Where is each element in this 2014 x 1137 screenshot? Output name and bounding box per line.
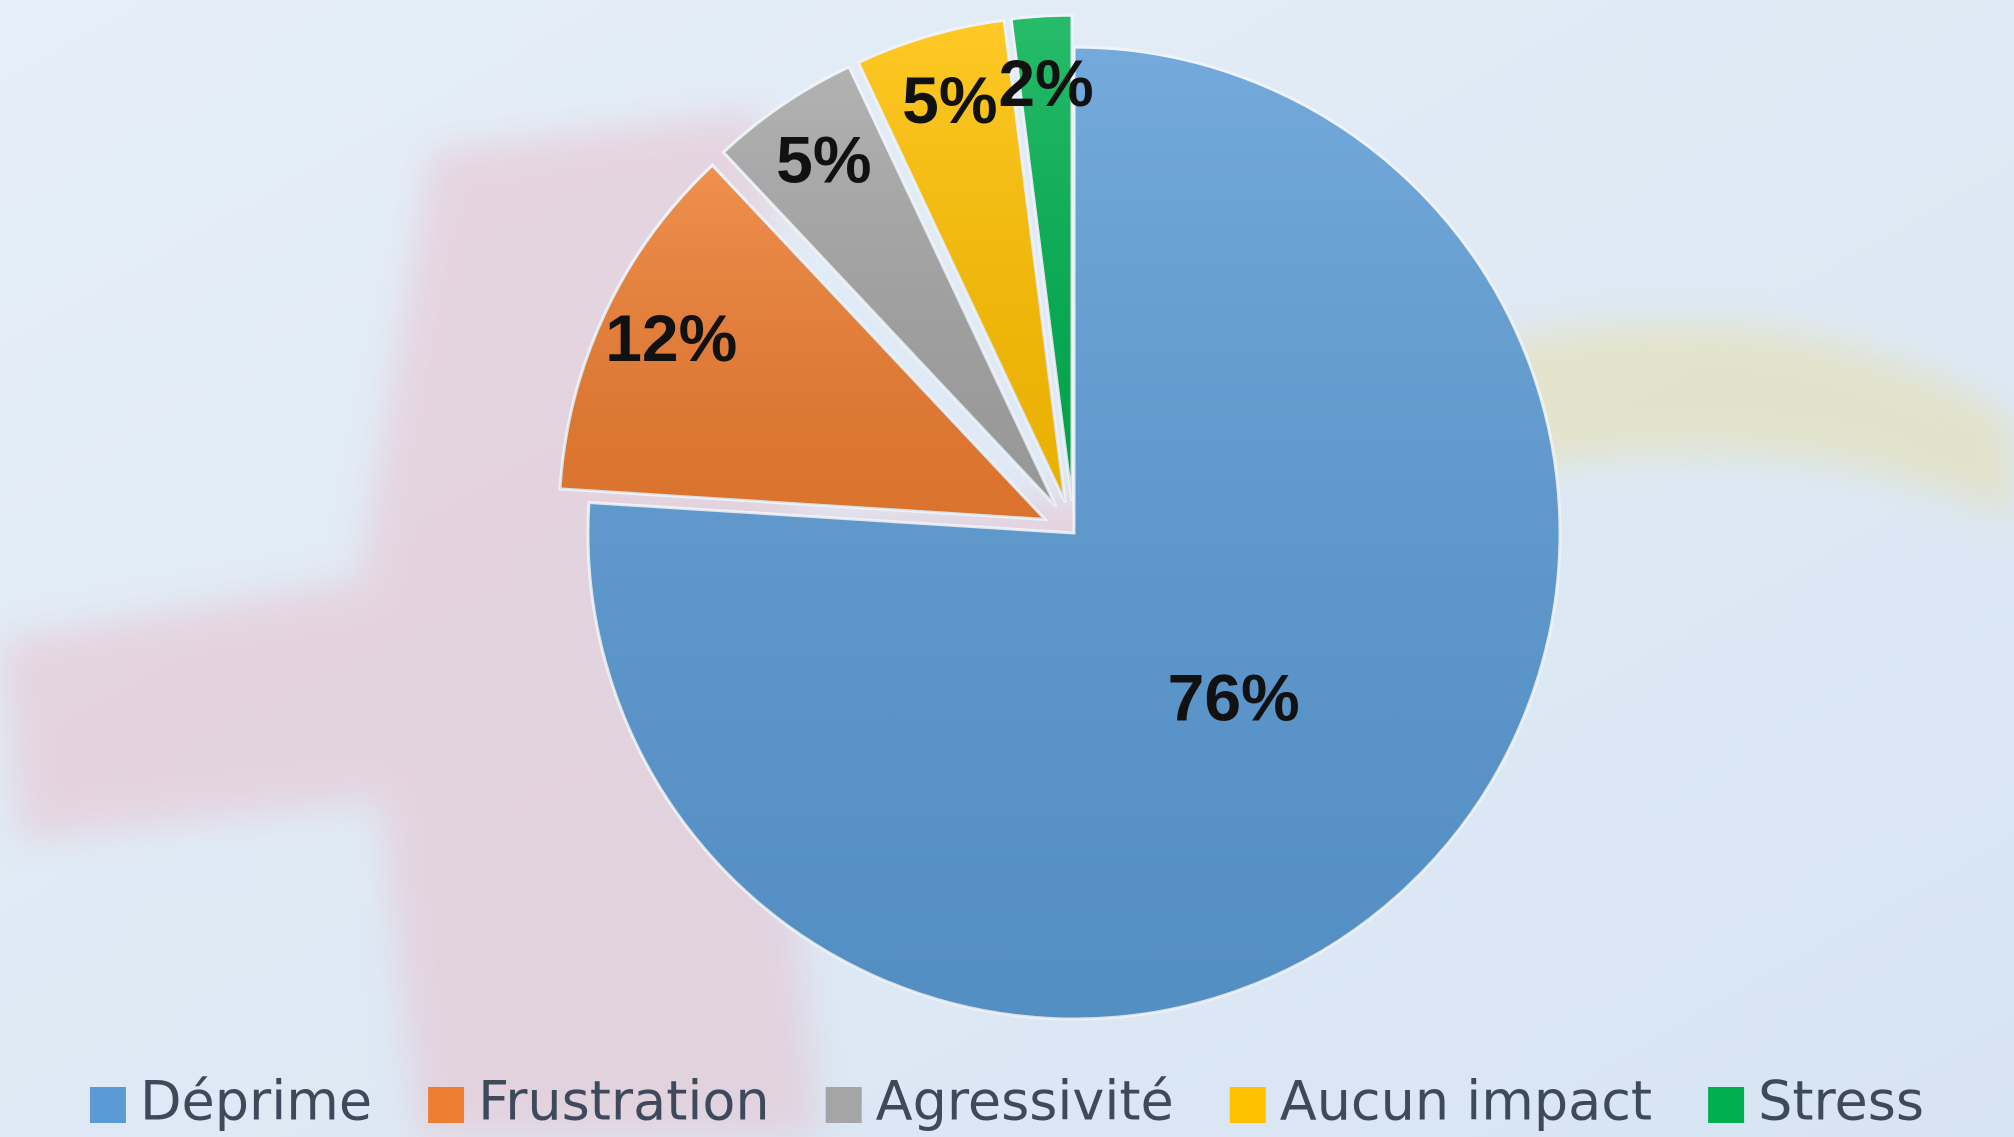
page: 76%12%5%5%2% DéprimeFrustrationAgressivi… (0, 0, 2014, 1137)
legend-label: Frustration (478, 1070, 770, 1133)
legend-swatch (1708, 1087, 1744, 1123)
legend-label: Déprime (140, 1070, 372, 1133)
data-label: 5% (776, 122, 871, 196)
data-label: 2% (998, 46, 1093, 120)
data-label: 76% (1168, 660, 1300, 734)
legend-swatch (1230, 1087, 1266, 1123)
data-label: 12% (605, 301, 737, 375)
data-label: 5% (902, 63, 997, 137)
legend-swatch (826, 1087, 862, 1123)
legend-label: Stress (1758, 1070, 1924, 1133)
legend-swatch (90, 1087, 126, 1123)
legend-label: Aucun impact (1280, 1070, 1652, 1133)
legend: Déprime Frustration Agressivité Aucun impac… (90, 1070, 1924, 1133)
legend-label: Agressivité (876, 1070, 1174, 1133)
chart: 76%12%5%5%2% DéprimeFrustrationAgressivi… (0, 0, 2014, 1137)
legend-swatch (428, 1087, 464, 1123)
